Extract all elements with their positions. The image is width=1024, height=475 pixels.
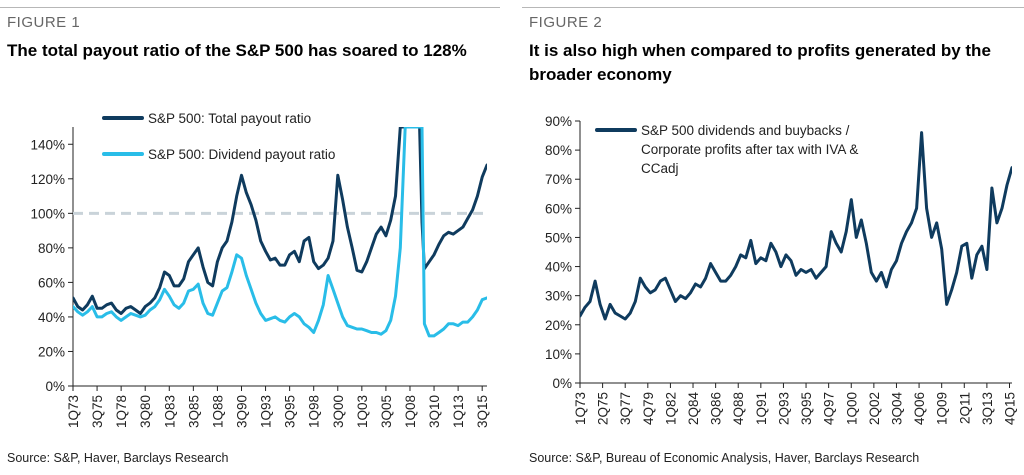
x-tick-label: 1Q08 <box>403 395 418 428</box>
x-tick-label: 1Q73 <box>573 392 588 425</box>
figure-1-top-rule <box>0 7 500 8</box>
y-tick-label: 120% <box>30 172 65 187</box>
series-line-2 <box>73 127 487 338</box>
y-tick-label: 0% <box>552 376 572 391</box>
x-tick-label: 3Q86 <box>709 392 724 425</box>
x-tick-label: 3Q05 <box>379 395 394 428</box>
y-tick-label: 20% <box>545 318 572 333</box>
figure-1-panel: FIGURE 1 The total payout ratio of the S… <box>0 0 500 475</box>
figure-2-top-rule <box>522 7 1024 8</box>
x-tick-label: 3Q00 <box>331 395 346 428</box>
x-tick-label: 2Q75 <box>596 392 611 425</box>
legend-label-1: S&P 500: Total payout ratio <box>148 111 311 126</box>
x-tick-label: 4Q88 <box>731 392 746 425</box>
x-tick-label: 3Q75 <box>90 395 105 428</box>
y-tick-label: 80% <box>545 143 572 158</box>
x-tick-label: 4Q15 <box>1002 392 1017 425</box>
x-tick-label: 4Q97 <box>822 392 837 425</box>
figure-1-title: The total payout ratio of the S&P 500 ha… <box>7 41 467 60</box>
x-tick-label: 2Q02 <box>867 392 882 425</box>
y-tick-label: 60% <box>38 275 65 290</box>
series-group <box>73 127 487 338</box>
x-tick-label: 1Q88 <box>210 395 225 428</box>
y-tick-label: 140% <box>30 137 65 152</box>
x-tick-label: 1Q13 <box>451 395 466 428</box>
figure-2-title: It is also high when compared to profits… <box>529 41 991 84</box>
figure-2-source: Source: S&P, Bureau of Economic Analysis… <box>529 451 920 465</box>
x-tick-label: 4Q06 <box>912 392 927 425</box>
y-tick-label: 70% <box>545 172 572 187</box>
figure-1-source: Source: S&P, Haver, Barclays Research <box>7 451 229 465</box>
y-tick-label: 40% <box>38 310 65 325</box>
y-tick-label: 90% <box>545 114 572 129</box>
x-tick-label: 2Q11 <box>957 392 972 424</box>
x-tick-label: 1Q09 <box>935 392 950 425</box>
x-tick-label: 1Q78 <box>114 395 129 428</box>
y-tick-label: 0% <box>45 379 65 394</box>
x-tick-label: 4Q79 <box>641 392 656 425</box>
x-tick-label: 1Q73 <box>66 395 81 428</box>
x-tick-label: 1Q03 <box>355 395 370 428</box>
legend-label-1-line-3: CCadj <box>641 161 679 176</box>
figure-2-label: FIGURE 2 <box>529 14 603 31</box>
y-tick-label: 100% <box>30 206 65 221</box>
series-line-1 <box>580 131 1012 321</box>
y-tick-label: 80% <box>38 241 65 256</box>
legend-label-2: S&P 500: Dividend payout ratio <box>148 147 335 162</box>
x-tick-label: 3Q90 <box>234 395 249 428</box>
x-tick-label: 3Q95 <box>799 392 814 425</box>
figure-1-chart: 0% 20% 40% 60% 80% 100% 120% 140% 1Q73 3Q75 1Q78 3Q… <box>30 111 490 428</box>
x-tick-label: 3Q80 <box>138 395 153 428</box>
x-tick-label: 1Q91 <box>754 392 769 425</box>
y-tick-label: 50% <box>545 230 572 245</box>
y-tick-label: 40% <box>545 260 572 275</box>
series-line-1 <box>73 127 487 315</box>
x-tick-label: 3Q95 <box>283 395 298 428</box>
x-tick-label: 1Q93 <box>259 395 274 428</box>
y-tick-label: 10% <box>545 347 572 362</box>
x-tick-label: 3Q13 <box>980 392 995 425</box>
x-tick-label: 1Q82 <box>663 392 678 425</box>
x-tick-label: 1Q98 <box>307 395 322 428</box>
x-tick-label: 2Q84 <box>686 392 701 426</box>
figure-1-label: FIGURE 1 <box>7 14 81 31</box>
legend-label-1-line-2: Corporate profits after tax with IVA & <box>641 142 858 157</box>
x-tick-label: 3Q85 <box>186 395 201 428</box>
y-tick-label: 60% <box>545 201 572 216</box>
x-tick-label: 2Q93 <box>776 392 791 425</box>
x-tick-label: 1Q00 <box>844 392 859 425</box>
x-tick-label: 3Q15 <box>475 395 490 428</box>
figure-2-panel: FIGURE 2 It is also high when compared t… <box>522 0 1024 475</box>
legend-label-1-line-1: S&P 500 dividends and buybacks / <box>641 123 850 138</box>
x-tick-label: 3Q04 <box>889 392 904 426</box>
series-group <box>580 131 1012 321</box>
figure-2-chart: 0% 10% 20% 30% 40% 50% 60% 70% 80% 90% 1Q73 2Q75 3Q7… <box>545 114 1018 426</box>
y-tick-label: 30% <box>545 289 572 304</box>
x-tick-label: 1Q83 <box>162 395 177 428</box>
x-tick-label: 3Q10 <box>427 395 442 428</box>
y-tick-label: 20% <box>38 344 65 359</box>
x-tick-label: 3Q77 <box>618 392 633 425</box>
